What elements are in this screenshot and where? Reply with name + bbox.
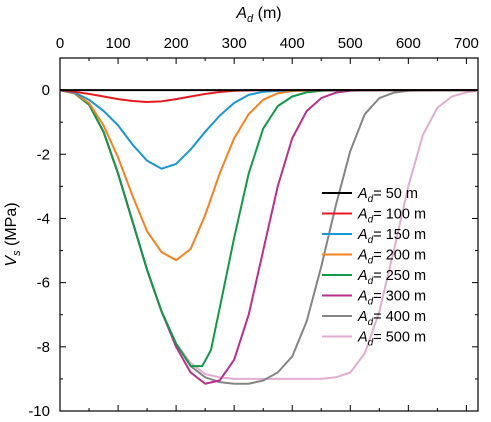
y-tick-label--10: -10 xyxy=(28,403,50,420)
x-axis-title-main: A xyxy=(235,5,247,22)
plot-border xyxy=(59,57,479,412)
x-tick-label-700: 700 xyxy=(454,35,479,52)
y-tick-label--4: -4 xyxy=(37,210,50,227)
series-layer xyxy=(59,89,479,385)
x-axis-title: Ad (m) xyxy=(235,5,281,25)
legend-label-0: Ad= 50 m xyxy=(357,186,418,205)
legend-label-6: Ad= 400 m xyxy=(357,309,426,328)
x-tick-label-600: 600 xyxy=(396,35,421,52)
x-tick-label-300: 300 xyxy=(222,35,247,52)
x-axis-title-unit: (m) xyxy=(253,5,281,22)
x-tick-label-400: 400 xyxy=(280,35,305,52)
legend-label-3: Ad= 200 m xyxy=(357,248,426,267)
legend-label-4: Ad= 250 m xyxy=(357,268,426,287)
x-tick-label-0: 0 xyxy=(56,35,64,52)
legend-label-7: Ad= 500 m xyxy=(357,330,426,349)
legend: Ad= 50 m Ad= 100 mAd= 150 m Ad= 200 mAd= 2… xyxy=(322,186,426,349)
y-tick-label-0: 0 xyxy=(42,82,50,99)
legend-label-2: Ad= 150 m xyxy=(357,227,426,246)
legend-label-5: Ad= 300 m xyxy=(357,289,426,308)
y-axis-title: Vs (MPa) xyxy=(3,202,23,266)
y-axis-title-unit: (MPa) xyxy=(3,202,20,250)
axis-layer: 0 100 200 300 400 500 600 700 0 -2 -4 -6 -8 -10 xyxy=(28,35,479,420)
y-tick-label--2: -2 xyxy=(37,146,50,163)
series-line-2 xyxy=(59,89,478,170)
series-line-4 xyxy=(59,89,478,368)
series-line-1 xyxy=(59,89,478,103)
y-axis-title-main: V xyxy=(3,255,20,267)
series-line-3 xyxy=(59,89,478,262)
plot-frame xyxy=(59,57,479,412)
x-tick-label-100: 100 xyxy=(106,35,131,52)
y-tick-label--8: -8 xyxy=(37,339,50,356)
y-tick-label--6: -6 xyxy=(37,275,50,292)
x-axis-title-sub: d xyxy=(247,13,254,25)
x-tick-label-200: 200 xyxy=(164,35,189,52)
y-axis-title-sub: s xyxy=(11,250,23,256)
x-tick-label-500: 500 xyxy=(338,35,363,52)
legend-label-1: Ad= 100 m xyxy=(357,207,426,226)
